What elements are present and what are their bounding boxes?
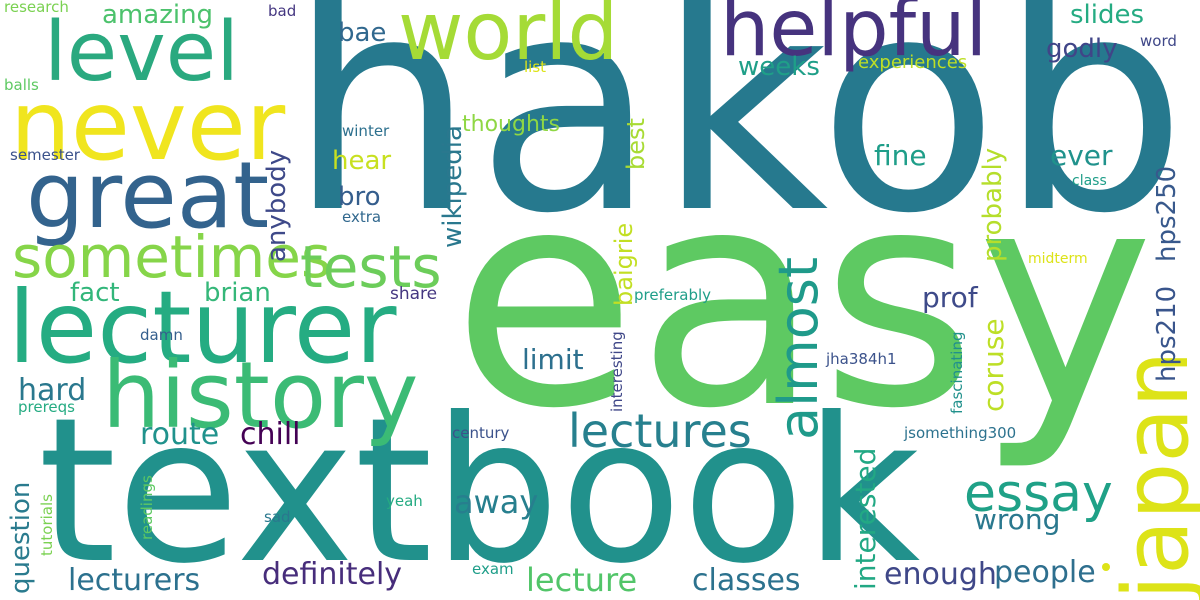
word-tutorials: tutorials xyxy=(38,494,56,556)
word-limit: limit xyxy=(522,343,584,376)
word-never: never xyxy=(10,70,286,182)
word-world: world xyxy=(398,0,619,78)
word-lecture: lecture xyxy=(526,561,638,599)
word-fascinating: fascinating xyxy=(948,331,966,414)
word-interested: interested xyxy=(849,447,882,590)
word-question: question xyxy=(6,481,36,594)
word-hps210: hps210 xyxy=(1152,285,1182,382)
word-balls: balls xyxy=(4,76,39,94)
word-class: class xyxy=(1072,173,1107,189)
word-helpful: helpful xyxy=(720,0,988,74)
word-bro: bro xyxy=(338,182,381,212)
word-brian: brian xyxy=(204,278,271,308)
word-jsomething300: jsomething300 xyxy=(904,424,1017,442)
word-japan: japan xyxy=(1104,350,1200,600)
word-route: route xyxy=(140,417,220,452)
word-textbook: textbook xyxy=(38,375,921,600)
word-baigrie: baigrie xyxy=(610,222,638,306)
word-great: great xyxy=(26,142,270,249)
word-level: level xyxy=(44,5,239,100)
word-yeah: yeah xyxy=(386,492,423,510)
word-slides: slides xyxy=(1070,0,1145,30)
word-history: history xyxy=(102,342,419,449)
word-exam: exam xyxy=(472,560,514,578)
word-easy: easy xyxy=(452,125,1155,474)
word-definitely: definitely xyxy=(262,557,403,592)
word-weeks: weeks xyxy=(738,52,820,82)
word-interesting: interesting xyxy=(608,331,626,412)
word-coruse: coruse xyxy=(977,318,1010,412)
word-word: word xyxy=(1140,32,1177,50)
word-chill: chill xyxy=(240,417,301,452)
word-best: best xyxy=(622,118,650,170)
word-semester: semester xyxy=(10,146,80,164)
word-sad: sad xyxy=(264,508,291,526)
word-anybody: anybody xyxy=(262,149,292,262)
word-amazing: amazing xyxy=(102,0,214,30)
word-essay: essay xyxy=(964,464,1113,524)
word-lecturer: lecturer xyxy=(8,269,397,386)
word-classes: classes xyxy=(692,563,801,598)
word-prof: prof xyxy=(922,281,978,314)
word-hps250: hps250 xyxy=(1152,165,1182,262)
word-extra: extra xyxy=(342,208,382,226)
word-thoughts: thoughts xyxy=(462,112,560,137)
dot-mark xyxy=(1102,563,1110,571)
word-damn: damn xyxy=(140,326,183,344)
word-midterm: midterm xyxy=(1028,251,1088,267)
word-hard: hard xyxy=(18,373,87,408)
word-hakob: hakob xyxy=(288,0,1187,278)
word-enough: enough xyxy=(884,557,997,592)
word-probably: probably xyxy=(978,147,1008,262)
word-preferably: preferably xyxy=(634,286,712,304)
word-tests: tests xyxy=(300,233,442,301)
word-list: list xyxy=(524,58,547,76)
word-readings: readings xyxy=(138,475,156,540)
word-fact: fact xyxy=(70,278,120,308)
word-experiences: experiences xyxy=(858,52,968,73)
word-century: century xyxy=(452,424,510,442)
word-ever: ever xyxy=(1050,139,1113,172)
word-bae: bae xyxy=(338,18,387,48)
word-lecturers: lecturers xyxy=(68,563,201,598)
word-godly: godly xyxy=(1046,34,1118,64)
word-jha384h1: jha384h1 xyxy=(826,350,897,368)
word-fine: fine xyxy=(874,139,927,172)
word-winter: winter xyxy=(342,122,390,140)
word-prereqs: prereqs xyxy=(18,398,75,416)
word-share: share xyxy=(390,284,438,304)
word-research: research xyxy=(4,0,69,16)
word-wrong: wrong xyxy=(974,503,1061,536)
word-people: people xyxy=(994,555,1096,590)
word-almost: almost xyxy=(767,256,830,440)
word-bad: bad xyxy=(268,2,297,20)
word-hear: hear xyxy=(332,146,392,176)
word-sometimes: sometimes xyxy=(12,223,332,291)
word-lectures: lectures xyxy=(568,404,752,458)
word-away: away xyxy=(454,483,539,521)
word-wikipedia: wikipedia xyxy=(438,125,468,248)
